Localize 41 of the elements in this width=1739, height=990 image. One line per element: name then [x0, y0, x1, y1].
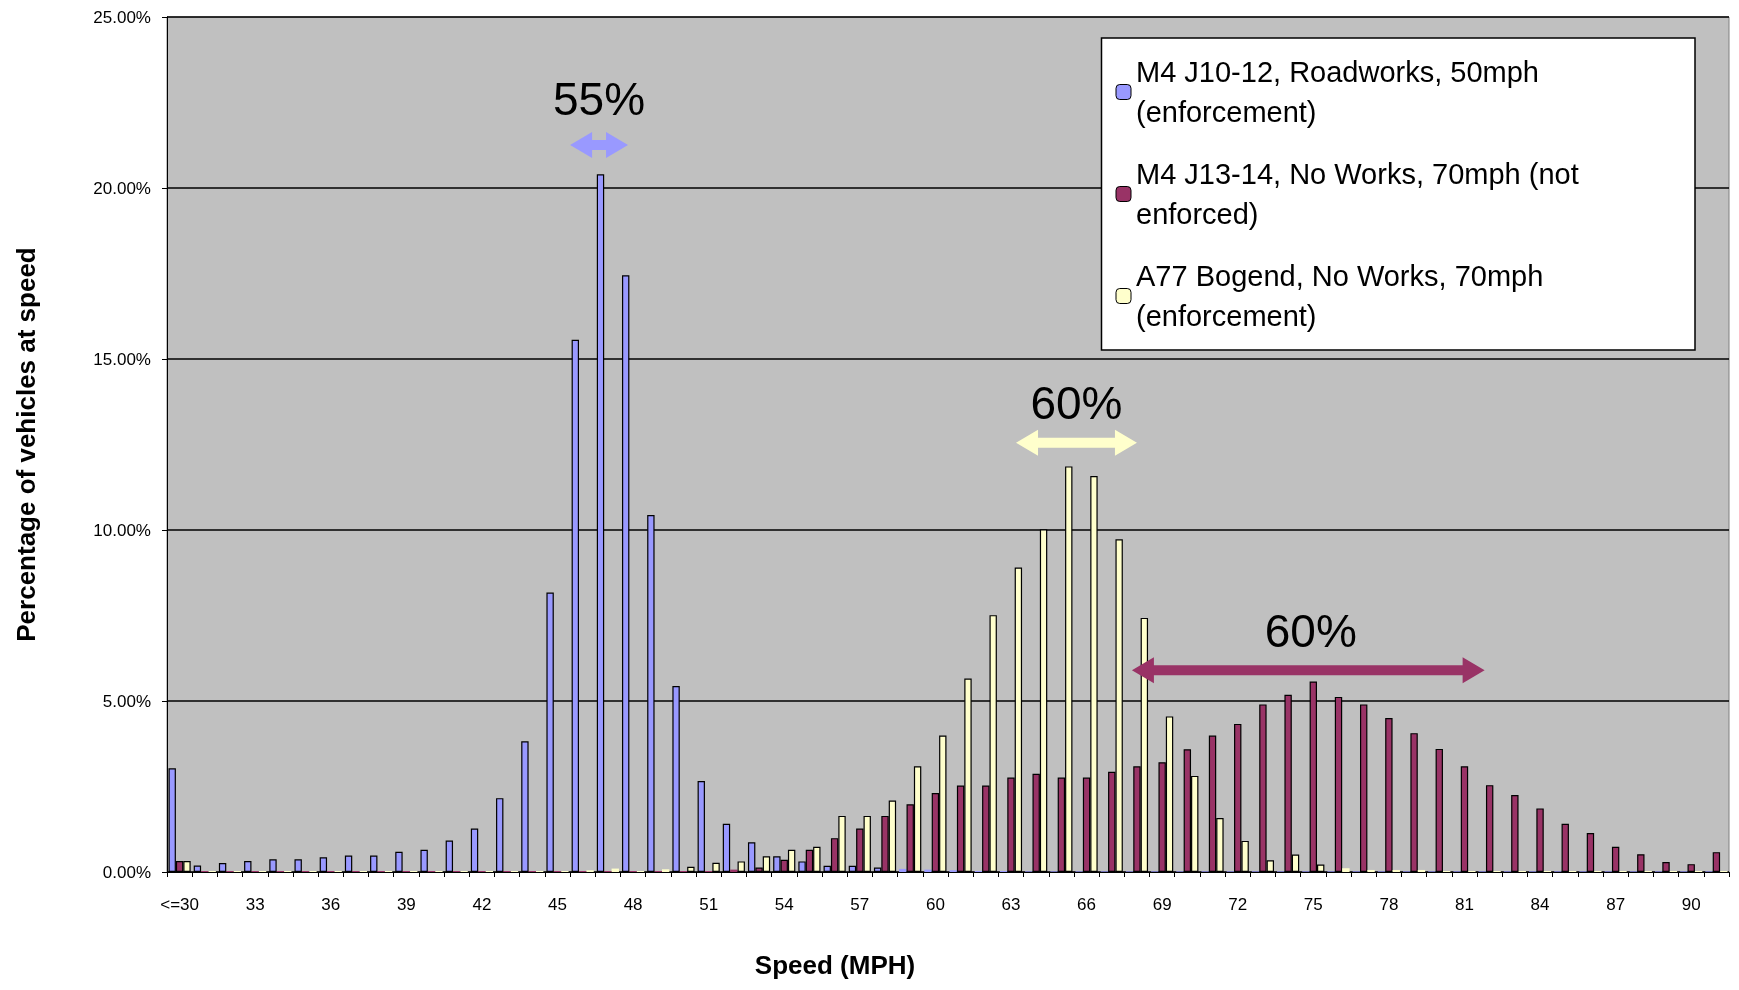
y-tick-label: 0.00% — [102, 862, 151, 882]
bar — [661, 869, 670, 872]
x-tick-label: 75 — [1303, 895, 1323, 914]
x-tick-label: 48 — [623, 895, 643, 914]
x-tick-label: 60 — [925, 895, 945, 914]
x-tick-label: 57 — [850, 895, 870, 914]
x-tick-label: 45 — [548, 895, 567, 914]
x-tick-label: 69 — [1152, 895, 1172, 914]
x-tick-label: 54 — [774, 895, 794, 914]
annotation: 55% — [553, 72, 646, 125]
y-tick-label: 15.00% — [93, 349, 151, 369]
bar — [1417, 869, 1426, 872]
annotation: 60% — [1030, 377, 1123, 430]
y-tick-label: 20.00% — [93, 178, 151, 198]
annotation: 60% — [1264, 604, 1357, 657]
x-tick-label: 81 — [1455, 895, 1474, 914]
bar — [1392, 869, 1400, 872]
bar — [1342, 868, 1350, 872]
x-tick-label: 63 — [1001, 895, 1021, 914]
x-tick-label: 84 — [1530, 895, 1550, 914]
x-tick-label: <=30 — [160, 895, 199, 914]
x-tick-label: 87 — [1606, 895, 1626, 914]
legend-label: A77 Bogend, No Works, 70mph (enforcement) — [1136, 260, 1552, 332]
x-tick-label: 42 — [472, 895, 492, 914]
x-axis-title: Speed (MPH) — [754, 950, 916, 980]
y-tick-label: 25.00% — [93, 7, 151, 27]
x-tick-label: 33 — [245, 895, 265, 914]
bar — [1367, 869, 1375, 872]
x-tick-label: 78 — [1379, 895, 1399, 914]
y-axis-title: Percentage of vehicles at speed — [11, 247, 41, 642]
y-tick-label: 5.00% — [102, 691, 151, 711]
x-tick-label: 51 — [699, 895, 719, 914]
legend-label: M4 J10-12, Roadworks, 50mph (enforcement) — [1136, 56, 1548, 128]
x-tick-label: 39 — [396, 895, 416, 914]
x-tick-label: 90 — [1681, 895, 1701, 914]
x-tick-label: 72 — [1228, 895, 1248, 914]
x-tick-label: 36 — [321, 895, 341, 914]
x-tick-label: 66 — [1077, 895, 1097, 914]
y-tick-label: 10.00% — [93, 520, 151, 540]
legend-label: M4 J13-14, No Works, 70mph (not enforced) — [1136, 158, 1587, 230]
bar — [899, 868, 907, 872]
